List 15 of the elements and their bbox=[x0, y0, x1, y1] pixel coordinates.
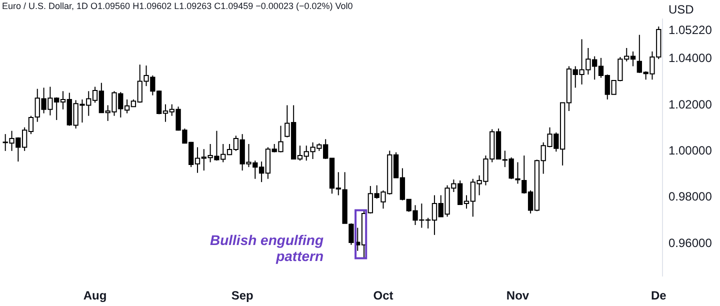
y-tick-label: 0.96000 bbox=[668, 236, 712, 250]
x-tick-label: Aug bbox=[83, 288, 107, 302]
x-tick-label: Oct bbox=[373, 288, 394, 302]
y-tick-label: 0.98000 bbox=[668, 190, 712, 204]
annotation: Bullish engulfing pattern bbox=[210, 232, 324, 264]
x-tick-label: Nov bbox=[506, 288, 530, 302]
y-axis-title: USD bbox=[668, 2, 694, 16]
x-tick-label: Sep bbox=[231, 288, 254, 302]
y-tick-label: 1.04000 bbox=[668, 51, 712, 66]
chart-title: Euro / U.S. Dollar, 1D O1.09560 H1.09602 L1.09263 C1.09459 −0.00023 (−0.02%) Vol0 bbox=[2, 1, 353, 11]
y-tick-label: 1.00000 bbox=[668, 144, 712, 158]
x-tick-label: De bbox=[650, 288, 667, 302]
candlestick bbox=[348, 222, 354, 246]
y-tick-label: 1.05220 bbox=[668, 23, 712, 38]
y-tick-label: 1.02000 bbox=[668, 97, 712, 112]
